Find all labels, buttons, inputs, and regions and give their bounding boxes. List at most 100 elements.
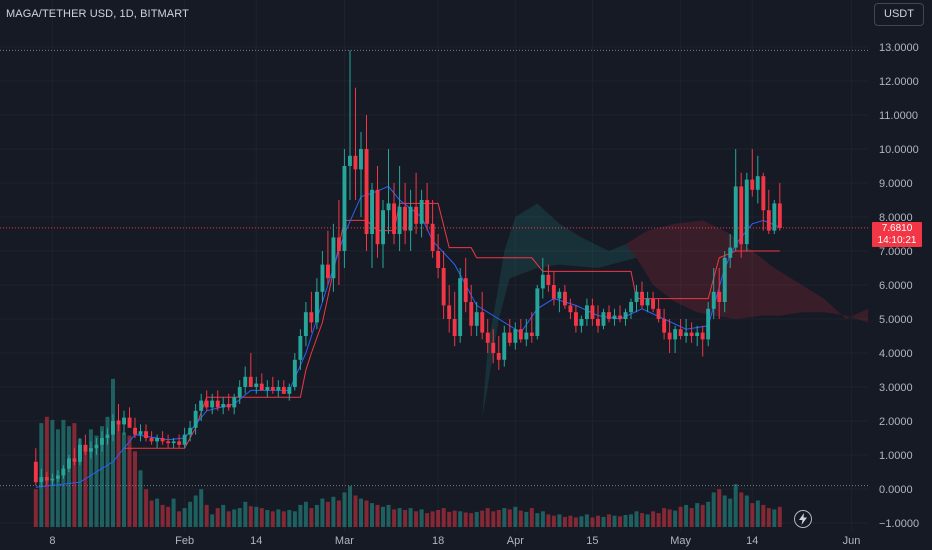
volume-bar xyxy=(436,510,441,527)
volume-bar xyxy=(83,445,88,527)
volume-bar xyxy=(138,470,143,527)
candle xyxy=(722,251,727,313)
time-tick-label: 14 xyxy=(250,535,262,547)
currency-button[interactable]: USDT xyxy=(874,3,924,26)
volume-bar xyxy=(414,511,419,528)
volume-bar xyxy=(667,509,672,527)
candle xyxy=(535,285,540,340)
candle xyxy=(766,189,771,234)
candle-body xyxy=(237,387,242,398)
candle-body xyxy=(149,438,154,442)
candlesticks[interactable] xyxy=(33,50,782,488)
volume-bar xyxy=(105,416,110,528)
candle xyxy=(100,431,104,452)
candle-body xyxy=(502,332,507,360)
candle xyxy=(546,264,551,292)
time-tick-label: 14 xyxy=(746,535,758,547)
volume-bar xyxy=(204,504,209,527)
candle xyxy=(386,149,391,234)
candle xyxy=(67,455,71,472)
candle xyxy=(430,200,435,258)
candle xyxy=(237,380,242,404)
price-tick-label: 13.0000 xyxy=(879,42,919,54)
candle xyxy=(695,325,700,347)
grid-lines xyxy=(0,0,868,532)
candle-body xyxy=(309,312,314,323)
candle-body xyxy=(39,477,44,483)
volume-bar xyxy=(122,432,126,527)
price-tick-label: 10.0000 xyxy=(879,144,919,156)
volume-bar xyxy=(728,498,733,527)
candle xyxy=(761,172,766,231)
candle xyxy=(83,434,88,455)
volume-bar xyxy=(766,508,771,527)
volume-bar xyxy=(629,514,633,527)
volume-bar xyxy=(634,511,639,528)
candle xyxy=(144,424,148,442)
time-axis[interactable]: 8 Feb 14 Mar 18 Apr 15 May 14 Jun xyxy=(49,535,860,547)
candle xyxy=(298,329,303,370)
volume-bar xyxy=(100,426,104,527)
candle-body xyxy=(155,438,159,442)
candle-body xyxy=(193,410,198,428)
volume-bar xyxy=(540,511,545,528)
candle xyxy=(502,325,507,367)
volume-bar xyxy=(447,511,452,527)
candle xyxy=(259,373,264,391)
volume-bar xyxy=(695,503,700,527)
candle xyxy=(155,434,159,449)
volume-bar xyxy=(171,498,176,527)
candle xyxy=(540,257,545,299)
volume-bar xyxy=(155,498,160,527)
candle-body xyxy=(276,387,281,391)
volume-bar xyxy=(458,511,463,528)
candle-body xyxy=(535,288,540,336)
lightning-button[interactable] xyxy=(794,510,812,528)
candle xyxy=(375,166,380,258)
candle xyxy=(678,319,683,340)
volume-bar xyxy=(568,515,573,527)
candle xyxy=(199,393,204,421)
candle-body xyxy=(414,206,419,224)
volume-bar xyxy=(590,517,595,527)
price-tick-label: 4.0000 xyxy=(879,348,913,360)
candle xyxy=(496,336,501,370)
time-tick-label: Mar xyxy=(335,535,354,547)
candle-body xyxy=(513,329,518,343)
volume-bar xyxy=(607,514,611,527)
candle xyxy=(574,305,578,333)
candle xyxy=(755,155,760,204)
candle-body xyxy=(551,285,556,299)
candle-body xyxy=(138,431,143,435)
volume-bar xyxy=(750,503,755,527)
candle-body xyxy=(612,315,617,319)
candle xyxy=(618,305,622,323)
candle xyxy=(221,397,226,415)
volume-bar xyxy=(188,501,193,527)
candle-body xyxy=(579,319,584,326)
volume-bar xyxy=(348,486,352,528)
candle-body xyxy=(326,264,330,279)
candle-body xyxy=(188,427,193,435)
volume-bar xyxy=(496,510,501,527)
volume-bar xyxy=(232,509,237,527)
candle-body xyxy=(706,308,711,340)
candle xyxy=(342,149,347,268)
candle-body xyxy=(441,268,446,306)
volume-bar xyxy=(144,489,149,527)
volume-bar xyxy=(166,506,171,527)
candle-body xyxy=(574,312,578,326)
candle-body xyxy=(83,444,88,452)
candle-body xyxy=(419,200,424,224)
volume-bar xyxy=(392,509,397,527)
volume-bar xyxy=(298,504,303,527)
volume-bar xyxy=(579,516,584,527)
price-axis[interactable]: 13.0000 12.0000 11.0000 10.0000 9.0000 8.0000… xyxy=(879,42,919,530)
candle xyxy=(585,298,589,326)
volume-bar xyxy=(441,508,446,527)
volume-bar xyxy=(419,509,424,527)
symbol-title[interactable]: MAGA/TETHER USD, 1D, BITMART xyxy=(6,8,189,20)
candle xyxy=(133,417,137,438)
candle-body xyxy=(601,312,606,326)
